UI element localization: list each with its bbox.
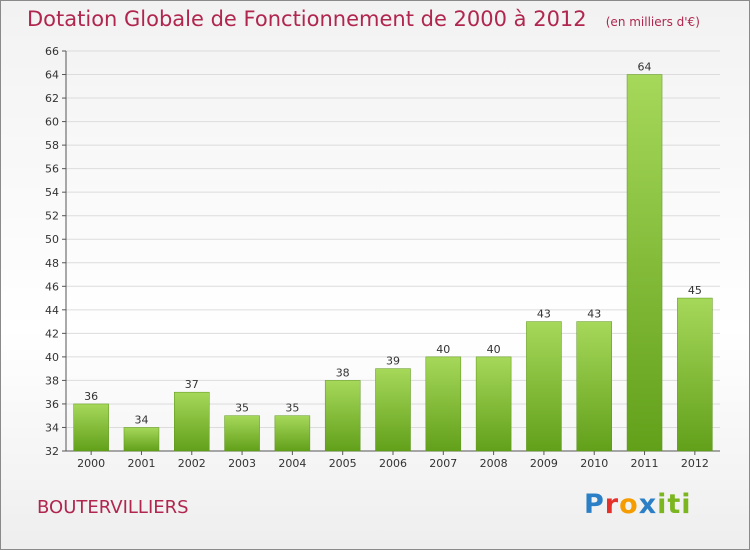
value-label-2007: 40	[436, 343, 450, 356]
x-tick-label-2005: 2005	[329, 457, 357, 470]
bar-2011	[626, 74, 663, 452]
value-label-2009: 43	[537, 308, 551, 321]
y-tick-label: 38	[45, 374, 59, 387]
bar-2004	[274, 415, 311, 452]
bars	[73, 74, 713, 452]
value-label-2001: 34	[134, 413, 148, 426]
proxiti-logo: Proxiti	[584, 489, 692, 520]
chart-unit-note: (en milliers d'€)	[605, 15, 700, 29]
y-tick-label: 64	[45, 69, 59, 82]
y-tick-label: 40	[45, 351, 59, 364]
x-tick-label-2004: 2004	[278, 457, 306, 470]
y-tick-label: 46	[45, 280, 59, 293]
value-label-2002: 37	[185, 378, 199, 391]
bar-2000	[73, 403, 109, 452]
bar-2006	[375, 368, 411, 452]
chart-title-block: Dotation Globale de Fonctionnement de 20…	[27, 7, 700, 31]
y-tick-label: 56	[45, 163, 59, 176]
value-label-2006: 39	[386, 355, 400, 368]
value-label-2005: 38	[336, 366, 350, 379]
x-tick-label-2003: 2003	[228, 457, 256, 470]
x-tick-label-2002: 2002	[178, 457, 206, 470]
bar-2001	[123, 427, 160, 452]
y-tick-labels: 32 34 36 38 40 42 44 46 48 50 52 54 56 58 60 62 64 66	[45, 45, 59, 458]
bar-2003	[224, 415, 260, 452]
bar-2009	[526, 321, 562, 452]
y-tick-label: 32	[45, 445, 59, 458]
value-label-2004: 35	[285, 402, 299, 415]
x-tick-label-2011: 2011	[631, 457, 659, 470]
y-tick-label: 44	[45, 304, 59, 317]
x-tick-label-2000: 2000	[77, 457, 105, 470]
x-tick-label-2008: 2008	[480, 457, 508, 470]
chart-title: Dotation Globale de Fonctionnement de 20…	[27, 7, 587, 31]
value-label-2012: 45	[688, 284, 702, 297]
y-tick-label: 34	[45, 421, 59, 434]
x-tick-label-2010: 2010	[580, 457, 608, 470]
value-label-2000: 36	[84, 390, 98, 403]
x-tick-label-2012: 2012	[681, 457, 709, 470]
y-tick-label: 48	[45, 257, 59, 270]
y-tick-label: 50	[45, 233, 59, 246]
y-tick-label: 36	[45, 398, 59, 411]
y-tick-label: 58	[45, 139, 59, 152]
value-label-2003: 35	[235, 402, 249, 415]
y-tick-label: 54	[45, 186, 59, 199]
bar-2007	[425, 356, 462, 452]
value-label-2011: 64	[638, 61, 652, 74]
bar-2008	[475, 356, 512, 452]
value-labels: 36 34 37 35 35 38 39 40 40 43 43 64 45	[84, 61, 702, 427]
value-label-2008: 40	[487, 343, 501, 356]
commune-name: BOUTERVILLIERS	[37, 497, 189, 518]
y-tick-label: 60	[45, 116, 59, 129]
x-tick-label-2001: 2001	[127, 457, 155, 470]
x-tick-label-2007: 2007	[429, 457, 457, 470]
y-tick-label: 42	[45, 327, 59, 340]
bar-2002	[174, 391, 210, 452]
x-tick-label-2006: 2006	[379, 457, 407, 470]
y-tick-label: 62	[45, 92, 59, 105]
x-tick-labels: 2000 2001 2002 2003 2004 2005 2006 2007 2008 2009…	[77, 457, 709, 470]
bar-2012	[677, 297, 713, 452]
bar-2005	[324, 380, 361, 452]
bar-2010	[576, 321, 612, 452]
y-tick-label: 52	[45, 210, 59, 223]
x-tick-label-2009: 2009	[530, 457, 558, 470]
y-tick-label: 66	[45, 45, 59, 58]
value-label-2010: 43	[587, 308, 601, 321]
